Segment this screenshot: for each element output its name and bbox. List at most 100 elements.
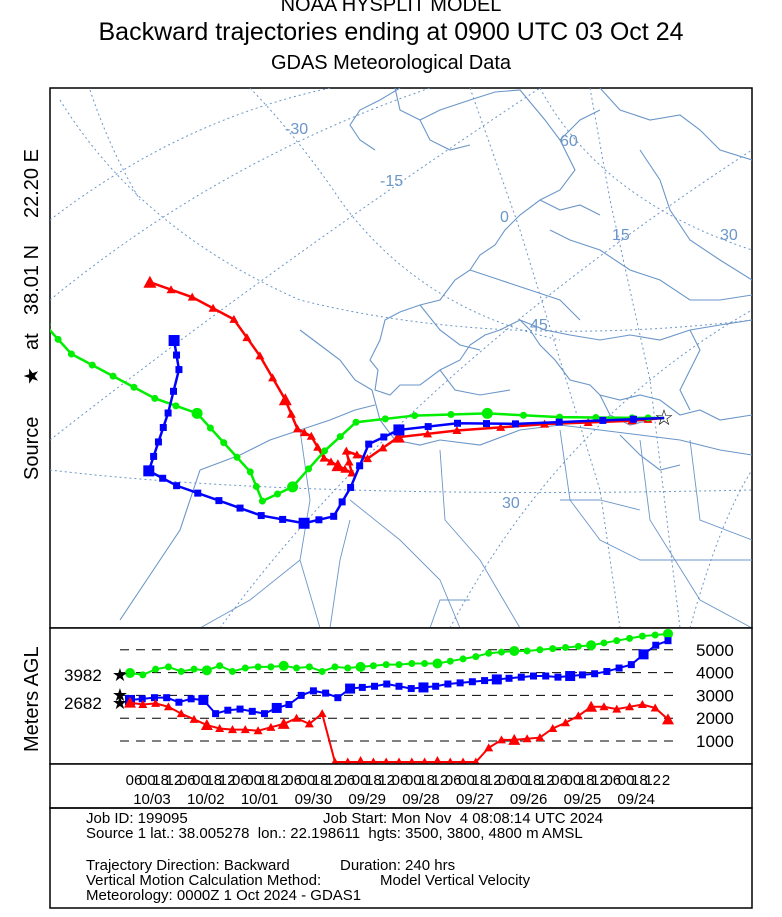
hour-label: 12 xyxy=(432,772,449,789)
hour-label: 00 xyxy=(405,772,422,789)
height-marker xyxy=(562,644,570,652)
trajectory-marker xyxy=(481,407,493,419)
trajectory-marker xyxy=(151,394,159,402)
height-marker xyxy=(613,637,621,645)
hour-label: 12 xyxy=(538,772,555,789)
trajectory-marker xyxy=(423,429,433,438)
trajectory-marker xyxy=(452,426,462,435)
trajectory-marker xyxy=(220,439,228,447)
start-height-label: 3982 xyxy=(64,666,102,685)
height-marker xyxy=(615,664,623,672)
height-marker xyxy=(586,640,597,651)
trajectory-marker xyxy=(599,416,607,424)
hour-label: 18 xyxy=(631,772,648,789)
trajectory-marker xyxy=(143,465,155,477)
height-series xyxy=(124,628,674,767)
height-marker xyxy=(382,661,390,669)
hour-label: 06 xyxy=(445,772,462,789)
trajectory-marker xyxy=(168,335,180,347)
trajectory-marker xyxy=(246,468,254,476)
trajectory-marker xyxy=(172,402,180,410)
coastlines xyxy=(119,88,752,621)
hour-label: 18 xyxy=(205,772,222,789)
height-marker xyxy=(216,662,224,670)
trajectory-marker xyxy=(191,407,203,419)
trajectory-marker xyxy=(268,373,278,382)
height-marker xyxy=(651,631,659,639)
height-marker xyxy=(484,743,494,752)
height-marker xyxy=(331,663,339,671)
height-marker xyxy=(355,661,366,672)
date-label: 09/30 xyxy=(295,791,333,808)
source-at-text: at xyxy=(21,333,43,350)
grid-label: 30 xyxy=(502,495,520,512)
date-label: 09/29 xyxy=(348,791,386,808)
trajectory-marker xyxy=(341,446,351,455)
trajectory-marker xyxy=(279,515,287,523)
height-marker xyxy=(407,685,415,693)
job-start: Job Start: Mon Nov 4 08:08:14 UTC 2024 xyxy=(323,810,604,827)
height-marker xyxy=(285,701,293,709)
hour-label: 12 xyxy=(591,772,608,789)
date-label: 10/01 xyxy=(241,791,279,808)
hour-label: 18 xyxy=(259,772,276,789)
grid-label: 30 xyxy=(720,227,738,244)
height-marker xyxy=(163,702,173,711)
height-marker xyxy=(472,653,480,661)
height-marker xyxy=(522,734,532,743)
trajectory-marker xyxy=(299,428,309,437)
trajectory-marker xyxy=(206,424,214,432)
height-marker xyxy=(176,709,186,718)
height-marker xyxy=(663,628,673,639)
hour-label: 06 xyxy=(551,772,568,789)
height-marker xyxy=(468,678,476,686)
hour-tick-labels: 0600181206001812060018120600181206001812… xyxy=(126,772,671,789)
trajectory-marker xyxy=(67,350,75,358)
trajectory-marker xyxy=(229,314,239,323)
hour-label: 12 xyxy=(219,772,236,789)
start-star-icon: ★ xyxy=(112,685,128,705)
height-marker xyxy=(278,660,289,671)
height-marker xyxy=(292,713,302,722)
trajectory-marker xyxy=(629,415,637,423)
chart-subtitle: GDAS Meteorological Data xyxy=(270,52,512,74)
height-marker xyxy=(125,668,135,679)
trajectory-marker xyxy=(298,517,310,529)
start-star-icon: ★ xyxy=(112,665,128,685)
hour-label: 00 xyxy=(618,772,635,789)
trajectory-marker xyxy=(365,440,373,448)
height-marker xyxy=(638,632,646,640)
height-marker xyxy=(177,667,185,675)
trajectory-marker xyxy=(278,393,292,406)
grid-label: -30 xyxy=(285,121,308,138)
height-marker xyxy=(548,723,558,732)
trajectory-marker xyxy=(208,303,218,312)
height-marker xyxy=(517,673,525,681)
height-marker xyxy=(190,665,198,673)
height-marker xyxy=(626,634,634,642)
height-marker xyxy=(599,702,609,711)
height-marker xyxy=(236,705,244,713)
height-marker xyxy=(561,718,571,727)
height-marker xyxy=(293,664,301,672)
height-marker xyxy=(408,659,416,667)
source-prefix-text: Source xyxy=(21,417,43,480)
start-star-icon: ★ xyxy=(112,693,128,713)
hour-label: 12 xyxy=(485,772,502,789)
height-marker xyxy=(432,658,443,669)
map-contents: -30 -15 0 15 30 60 45 30 ☆ xyxy=(50,88,752,628)
trajectory-marker xyxy=(315,516,323,524)
height-gridlines xyxy=(120,649,676,742)
trajectory-marker xyxy=(150,452,158,460)
height-marker xyxy=(317,709,327,718)
date-label: 09/26 xyxy=(510,791,548,808)
hour-label: 00 xyxy=(245,772,262,789)
trajectory-marker xyxy=(274,490,281,498)
height-marker xyxy=(542,672,550,680)
height-marker xyxy=(638,649,649,660)
vertical-motion-label: Vertical Motion Calculation Method: xyxy=(86,872,322,889)
trajectory-marker xyxy=(287,481,299,493)
trajectory-marker xyxy=(130,383,138,391)
trajectory-marker xyxy=(483,420,490,428)
height-marker xyxy=(418,682,429,693)
